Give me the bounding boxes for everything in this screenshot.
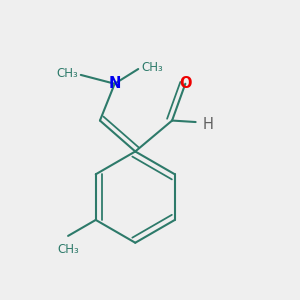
Text: CH₃: CH₃ xyxy=(57,243,79,256)
Text: O: O xyxy=(179,76,192,91)
Text: CH₃: CH₃ xyxy=(141,61,163,74)
Text: H: H xyxy=(203,118,214,133)
Text: CH₃: CH₃ xyxy=(56,67,78,80)
Text: N: N xyxy=(109,76,121,91)
